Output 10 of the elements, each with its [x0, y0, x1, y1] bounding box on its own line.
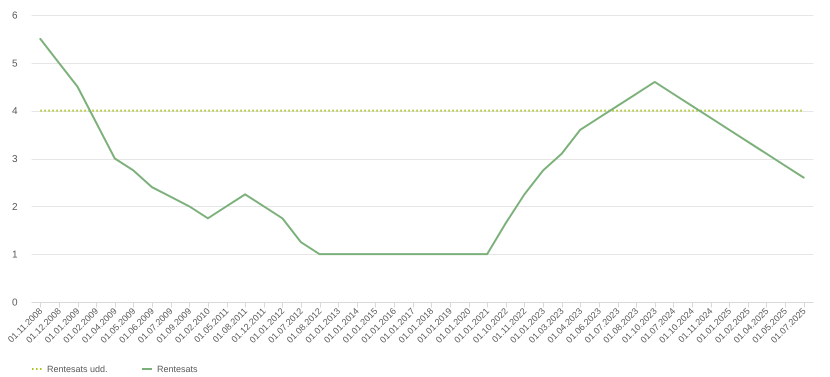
line-series — [39, 38, 805, 256]
legend-label: Rentesats — [157, 364, 198, 374]
y-tick-label: 4 — [12, 106, 18, 118]
y-tick-label: 0 — [12, 298, 18, 308]
y-tick-label: 2 — [12, 202, 18, 213]
y-tick-label: 1 — [12, 250, 18, 261]
y-tick-label: 5 — [12, 58, 18, 70]
y-tick-label: 6 — [12, 10, 18, 22]
y-tick-label: 3 — [12, 154, 18, 165]
legend-label: Rentesats udd. — [47, 364, 108, 374]
